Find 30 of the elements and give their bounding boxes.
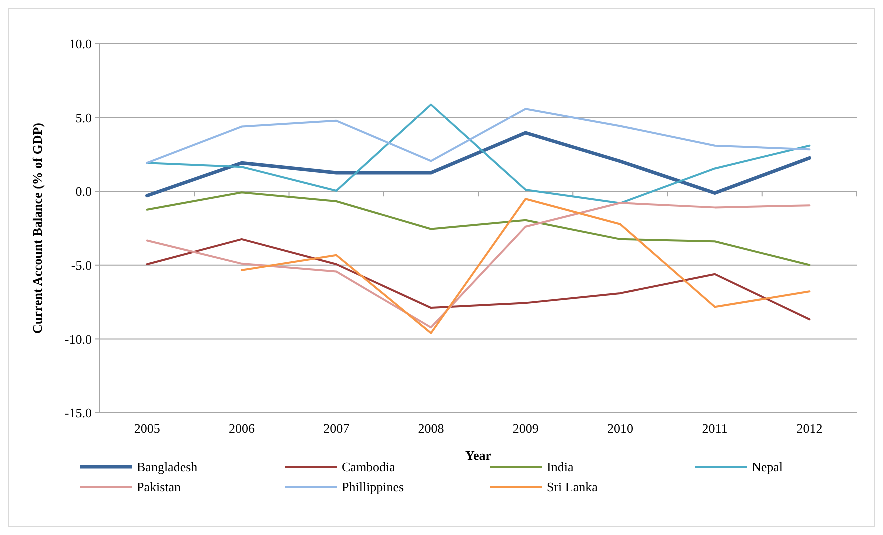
legend-label: Bangladesh xyxy=(137,460,198,475)
legend-label: Nepal xyxy=(752,460,784,475)
legend-label: Phillippines xyxy=(342,480,404,495)
line-series xyxy=(146,192,811,266)
x-tick-label: 2012 xyxy=(796,421,823,436)
x-tick-label: 2006 xyxy=(228,421,256,436)
y-tick-label: 5.0 xyxy=(76,110,92,126)
legend-label: Cambodia xyxy=(342,460,396,475)
x-tick-label: 2007 xyxy=(324,421,350,436)
legend-label: Pakistan xyxy=(137,480,182,495)
legend-label: Sri Lanka xyxy=(547,480,598,495)
y-axis-title: Current Account Balance (% of GDP) xyxy=(30,123,45,334)
y-tick-label: 0.0 xyxy=(76,184,92,200)
line-series xyxy=(146,202,811,329)
x-tick-label: 2009 xyxy=(512,421,539,436)
line-series xyxy=(146,131,812,198)
line-series xyxy=(146,104,811,204)
y-tick-label: -10.0 xyxy=(64,332,92,347)
x-tick-label: 2008 xyxy=(418,421,444,436)
line-series xyxy=(146,108,811,164)
legend-label: India xyxy=(547,460,574,475)
y-tick-label: -5.0 xyxy=(71,258,92,273)
x-axis-title: Year xyxy=(466,448,492,463)
x-tick-label: 2005 xyxy=(134,421,160,436)
x-tick-label: 2010 xyxy=(607,421,634,436)
y-tick-label: -15.0 xyxy=(64,406,92,421)
x-tick-label: 2011 xyxy=(702,421,728,436)
line-series xyxy=(240,198,811,334)
line-series xyxy=(146,238,811,321)
y-tick-label: 10.0 xyxy=(69,36,92,52)
